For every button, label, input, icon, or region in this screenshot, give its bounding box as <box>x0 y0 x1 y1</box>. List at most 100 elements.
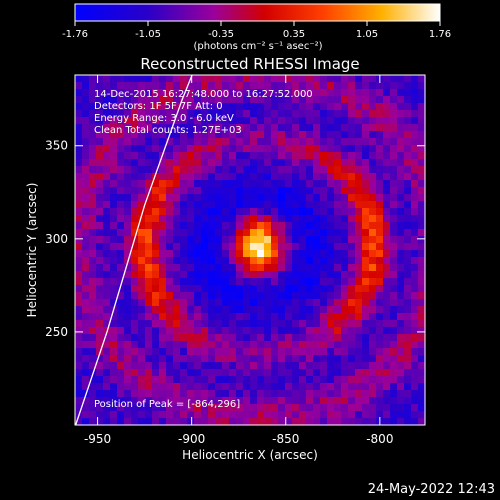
heatmap-cell <box>418 285 425 293</box>
heatmap-cell <box>166 152 174 160</box>
heatmap-cell <box>187 250 195 258</box>
heatmap-cell <box>383 187 391 195</box>
heatmap-cell <box>383 82 391 90</box>
heatmap-cell <box>145 390 153 398</box>
heatmap-cell <box>103 369 111 377</box>
heatmap-cell <box>285 257 293 265</box>
heatmap-cell <box>355 404 363 412</box>
heatmap-cell <box>348 187 356 195</box>
heatmap-cell <box>89 264 97 272</box>
heatmap-cell <box>383 306 391 314</box>
heatmap-cell <box>397 138 405 146</box>
heatmap-cell <box>278 390 286 398</box>
heatmap-cell <box>299 383 307 391</box>
heatmap-cell <box>208 82 216 90</box>
heatmap-cell <box>411 159 419 167</box>
heatmap-cell <box>138 250 146 258</box>
heatmap-cell <box>131 103 139 111</box>
heatmap-cell <box>264 75 272 83</box>
heatmap-cell <box>383 397 391 405</box>
heatmap-cell <box>299 327 307 335</box>
heatmap-cell <box>306 75 314 83</box>
heatmap-cell <box>124 411 132 419</box>
heatmap-cell <box>110 320 118 328</box>
heatmap-cell <box>201 208 209 216</box>
heatmap-cell <box>145 159 153 167</box>
heatmap-cell <box>334 236 342 244</box>
heatmap-cell <box>334 278 342 286</box>
heatmap-cell <box>411 96 419 104</box>
heatmap-cell <box>236 299 244 307</box>
heatmap-cell <box>215 103 223 111</box>
heatmap-cell <box>166 334 174 342</box>
heatmap-cell <box>362 103 370 111</box>
heatmap-cell <box>313 117 321 125</box>
heatmap-cell <box>82 110 90 118</box>
heatmap-cell <box>383 201 391 209</box>
annotation-total-counts: Clean Total counts: 1.27E+03 <box>94 125 242 136</box>
heatmap-cell <box>75 257 83 265</box>
heatmap-cell <box>418 215 425 223</box>
heatmap-cell <box>369 152 377 160</box>
heatmap-cell <box>75 117 83 125</box>
heatmap-cell <box>236 110 244 118</box>
heatmap-cell <box>89 348 97 356</box>
heatmap-cell <box>236 201 244 209</box>
heatmap-cell <box>341 348 349 356</box>
heatmap-cell <box>390 215 398 223</box>
heatmap-cell <box>341 411 349 419</box>
heatmap-cell <box>292 166 300 174</box>
heatmap-cell <box>397 306 405 314</box>
heatmap-cell <box>229 390 237 398</box>
heatmap-cell <box>82 334 90 342</box>
heatmap-cell <box>390 243 398 251</box>
heatmap-cell <box>292 110 300 118</box>
heatmap-cell <box>376 82 384 90</box>
heatmap-cell <box>418 250 425 258</box>
heatmap-cell <box>131 159 139 167</box>
heatmap-cell <box>229 285 237 293</box>
heatmap-cell <box>369 138 377 146</box>
heatmap-cell <box>187 243 195 251</box>
heatmap-cell <box>89 418 97 425</box>
heatmap-cell <box>194 187 202 195</box>
heatmap-cell <box>152 285 160 293</box>
heatmap-cell <box>271 397 279 405</box>
heatmap-cell <box>131 285 139 293</box>
heatmap-cell <box>334 348 342 356</box>
heatmap-cell <box>145 229 153 237</box>
heatmap-cell <box>299 390 307 398</box>
heatmap-cell <box>292 201 300 209</box>
heatmap-cell <box>292 278 300 286</box>
heatmap-cell <box>117 376 125 384</box>
heatmap-cell <box>292 180 300 188</box>
heatmap-cell <box>327 131 335 139</box>
colorbar-units: (photons cm⁻² s⁻¹ asec⁻²) <box>193 41 322 52</box>
heatmap-cell <box>383 166 391 174</box>
heatmap-cell <box>103 145 111 153</box>
heatmap-cell <box>103 341 111 349</box>
heatmap-cell <box>159 89 167 97</box>
y-axis-label: Heliocentric Y (arcsec) <box>25 183 39 318</box>
heatmap-cell <box>215 355 223 363</box>
heatmap-cell <box>138 75 146 83</box>
heatmap-cell <box>145 271 153 279</box>
heatmap-cell <box>306 383 314 391</box>
heatmap-cell <box>117 348 125 356</box>
heatmap-cell <box>250 355 258 363</box>
heatmap-cell <box>208 117 216 125</box>
heatmap-cell <box>264 117 272 125</box>
heatmap-image <box>75 75 425 425</box>
heatmap-cell <box>138 117 146 125</box>
heatmap-cell <box>208 222 216 230</box>
heatmap-cell <box>390 173 398 181</box>
heatmap-cell <box>355 194 363 202</box>
heatmap-cell <box>320 173 328 181</box>
heatmap-cell <box>236 145 244 153</box>
heatmap-cell <box>299 348 307 356</box>
heatmap-cell <box>243 250 251 258</box>
heatmap-cell <box>222 264 230 272</box>
heatmap-cell <box>208 299 216 307</box>
heatmap-cell <box>187 383 195 391</box>
heatmap-cell <box>173 96 181 104</box>
